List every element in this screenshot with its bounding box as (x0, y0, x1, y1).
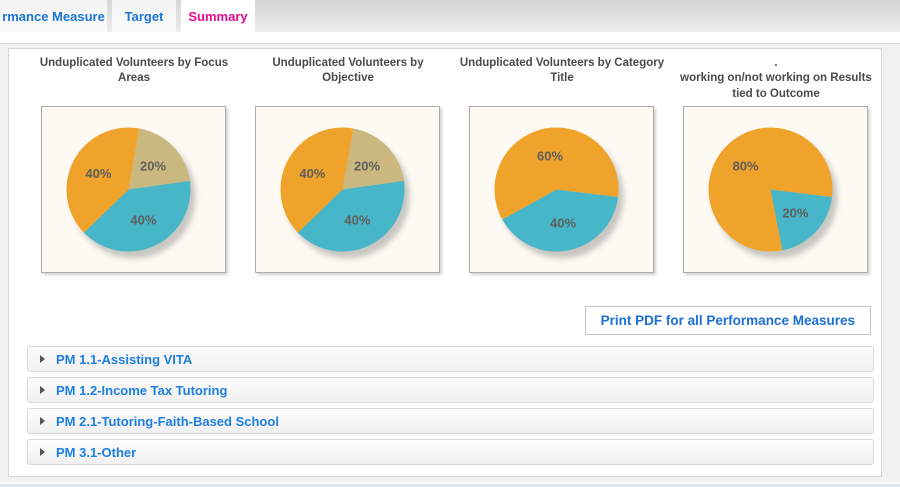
pie-svg-focus-areas: 20% 40% 40% (66, 127, 196, 259)
svg-text:40%: 40% (85, 166, 111, 181)
chart-focus-areas: Unduplicated Volunteers by Focus Areas 2… (40, 56, 228, 273)
bottom-accent-bar (0, 482, 900, 487)
svg-text:60%: 60% (537, 149, 563, 164)
chart-results-outcome: . working on/not working on Results tied… (680, 56, 872, 273)
tab-target[interactable]: Target (112, 0, 176, 32)
print-pdf-button[interactable]: Print PDF for all Performance Measures (584, 306, 871, 335)
svg-text:20%: 20% (354, 158, 380, 173)
chart-title-objective: Unduplicated Volunteers by Objective (272, 57, 424, 85)
svg-text:40%: 40% (344, 213, 370, 228)
svg-text:40%: 40% (299, 166, 325, 181)
svg-text:80%: 80% (733, 159, 759, 174)
accordion-row-label: PM 2.1-Tutoring-Faith-Based School (56, 413, 279, 429)
svg-text:20%: 20% (782, 205, 808, 220)
pie-svg-results-outcome: 20% 80% (708, 127, 838, 259)
summary-panel: Unduplicated Volunteers by Focus Areas 2… (8, 48, 882, 477)
accordion-row-pm-3-1[interactable]: PM 3.1-Other (27, 439, 874, 465)
pie-chart-focus-areas: 20% 40% 40% (41, 106, 226, 273)
pie-chart-category-title: 40% 60% (469, 106, 654, 273)
accordion-row-label: PM 1.2-Income Tax Tutoring (56, 382, 228, 398)
chart-title-results-outcome: . working on/not working on Results tied… (680, 57, 872, 100)
tab-bar: rmance Measure Target Summary (0, 0, 900, 32)
accordion-row-pm-1-2[interactable]: PM 1.2-Income Tax Tutoring (27, 377, 874, 403)
accordion-row-label: PM 1.1-Assisting VITA (56, 351, 193, 367)
tab-summary[interactable]: Summary (181, 0, 255, 32)
accordion-row-pm-2-1[interactable]: PM 2.1-Tutoring-Faith-Based School (27, 408, 874, 434)
pie-chart-objective: 20% 40% 40% (255, 106, 440, 273)
charts-row: Unduplicated Volunteers by Focus Areas 2… (9, 49, 881, 273)
svg-text:40%: 40% (130, 213, 156, 228)
pie-chart-results-outcome: 20% 80% (683, 106, 868, 273)
chevron-right-icon (40, 448, 45, 456)
chart-title-focus-areas: Unduplicated Volunteers by Focus Areas (39, 57, 229, 85)
chevron-right-icon (40, 386, 45, 394)
chart-category-title: Unduplicated Volunteers by Category Titl… (460, 56, 664, 273)
performance-measures-accordion: PM 1.1-Assisting VITA PM 1.2-Income Tax … (27, 346, 874, 470)
tab-performance-measure[interactable]: rmance Measure (0, 0, 107, 32)
chevron-right-icon (40, 355, 45, 363)
accordion-row-label: PM 3.1-Other (56, 444, 137, 460)
pie-svg-objective: 20% 40% 40% (280, 127, 410, 259)
accordion-row-pm-1-1[interactable]: PM 1.1-Assisting VITA (27, 346, 874, 372)
pie-svg-category-title: 40% 60% (494, 127, 624, 259)
tab-bar-divider (0, 32, 900, 44)
chevron-right-icon (40, 417, 45, 425)
chart-objective: Unduplicated Volunteers by Objective 20%… (255, 56, 440, 273)
chart-title-category-title: Unduplicated Volunteers by Category Titl… (459, 57, 665, 85)
svg-text:20%: 20% (140, 158, 166, 173)
svg-text:40%: 40% (550, 216, 576, 231)
